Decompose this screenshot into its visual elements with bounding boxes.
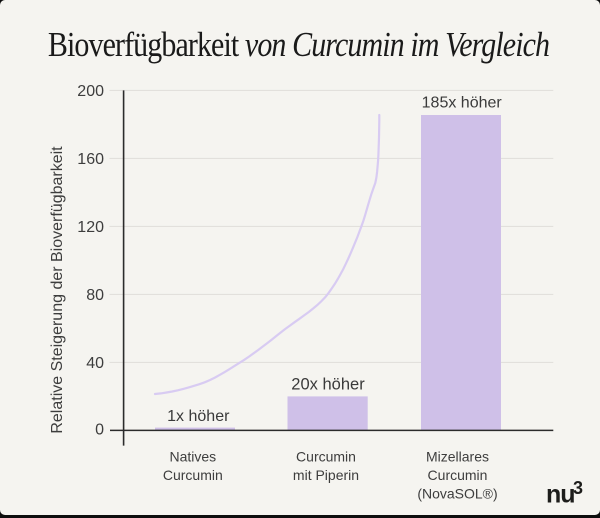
svg-text:Curcumin: Curcumin xyxy=(163,467,223,483)
svg-text:20x höher: 20x höher xyxy=(291,376,365,394)
svg-text:185x höher: 185x höher xyxy=(422,94,503,111)
svg-text:Curcumin: Curcumin xyxy=(428,467,488,483)
svg-text:160: 160 xyxy=(77,151,104,168)
svg-text:mit Piperin: mit Piperin xyxy=(293,467,359,483)
svg-text:1x höher: 1x höher xyxy=(167,408,230,425)
svg-text:Curcumin: Curcumin xyxy=(296,449,356,465)
svg-text:Natives: Natives xyxy=(169,449,216,465)
svg-text:40: 40 xyxy=(86,355,104,372)
svg-text:0: 0 xyxy=(95,422,104,439)
svg-text:(NovaSOL®): (NovaSOL®) xyxy=(417,486,497,502)
svg-text:Mizellares: Mizellares xyxy=(426,449,489,465)
svg-text:nu3: nu3 xyxy=(546,478,583,509)
svg-text:Bioverfügbarkeit von Curcumin: Bioverfügbarkeit von Curcumin im Verglei… xyxy=(48,25,549,63)
svg-text:80: 80 xyxy=(86,287,104,304)
svg-text:200: 200 xyxy=(77,83,104,100)
svg-text:120: 120 xyxy=(77,219,104,236)
svg-text:Relative Steigerung der Biover: Relative Steigerung der Bioverfügbarkeit xyxy=(49,146,66,434)
